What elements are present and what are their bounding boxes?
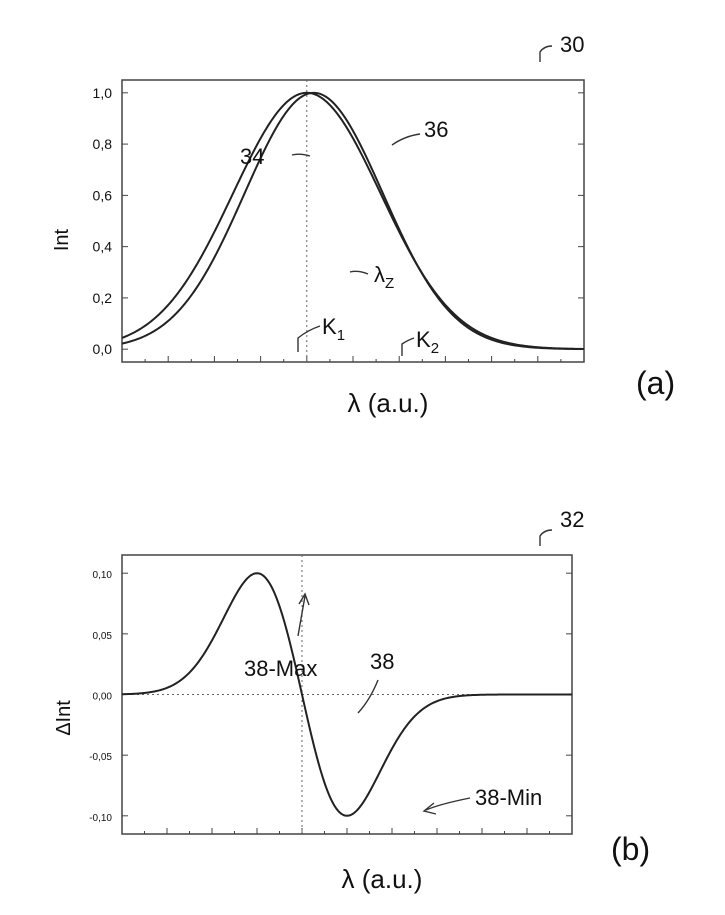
panel-b-ytick-label: 0,05 <box>93 631 113 642</box>
curve-36 <box>121 91 585 351</box>
panel-b-label: (b) <box>611 831 650 867</box>
curve-38-label: 38 <box>370 649 394 674</box>
curve-34 <box>121 91 585 350</box>
panel-a-ytick-label: 1,0 <box>93 85 113 101</box>
figure-ref-30: 30 <box>560 32 584 57</box>
panel-b-y-ticks: 0,10 0,05 0,00 -0,05 -0,10 <box>89 570 572 834</box>
curve-38 <box>121 572 572 817</box>
lambda-z-subscript: Z <box>385 275 394 292</box>
panel-a-ytick-label: 0,0 <box>93 341 113 357</box>
panel-b: 0,100,050,00-0,05-0,10 38-Max 38 38-Min … <box>53 507 650 894</box>
panel-b-x-axis-title: λ (a.u.) <box>342 864 423 894</box>
panel-a-y-ticks: 0,0 0,2 0,4 0,6 0,8 1,0 <box>93 85 584 362</box>
max-label: 38-Max <box>244 656 317 681</box>
k1-subscript: 1 <box>337 327 345 344</box>
panel-a-ytick-label: 0,6 <box>93 187 113 203</box>
panel-b-y-axis-title: ΔInt <box>53 700 75 736</box>
min-arrowhead <box>422 802 437 815</box>
lambda-z-symbol: λ <box>374 262 385 287</box>
curve-38-leader <box>357 679 379 714</box>
lambda-z-label: λZ <box>374 262 394 292</box>
k2-subscript: 2 <box>431 340 439 357</box>
panel-b-ytick-label: 0,00 <box>93 692 113 703</box>
k1-symbol: K <box>322 314 337 339</box>
figure-ref-32-leader <box>539 529 553 546</box>
curve-34-label: 34 <box>240 144 264 169</box>
curve-34-leader <box>291 153 311 157</box>
k2-symbol: K <box>416 327 431 352</box>
panel-a-plot-frame <box>121 79 585 363</box>
max-arrowhead <box>298 592 310 606</box>
k1-leader <box>297 325 321 352</box>
max-leader <box>297 595 306 637</box>
k1-label: K1 <box>322 314 345 344</box>
lambda-z-leader <box>349 270 369 275</box>
panel-a-y-axis-title: Int <box>51 228 73 251</box>
k2-label: K2 <box>416 327 439 357</box>
panel-a-label: (a) <box>636 365 675 401</box>
figure-ref-30-leader <box>539 45 553 62</box>
panel-b-ytick-label: -0,10 <box>89 813 112 824</box>
curve-36-leader <box>391 133 421 146</box>
panel-a-ytick-label: 0,2 <box>93 290 113 306</box>
panel-a: 0,00,20,40,60,81,0 34 36 λZ K1 K2 Int λ … <box>51 32 675 418</box>
figure-ref-32: 32 <box>560 507 584 532</box>
panel-a-x-axis-title: λ (a.u.) <box>348 388 429 418</box>
k2-leader <box>401 337 415 356</box>
panel-a-ytick-label: 0,8 <box>93 136 113 152</box>
panel-a-ytick-label: 0,4 <box>93 239 113 255</box>
min-label: 38-Min <box>475 785 542 810</box>
curve-36-label: 36 <box>424 117 448 142</box>
panel-b-ytick-label: 0,10 <box>93 570 113 581</box>
min-leader <box>425 797 471 811</box>
panel-b-ytick-label: -0,05 <box>89 752 112 763</box>
